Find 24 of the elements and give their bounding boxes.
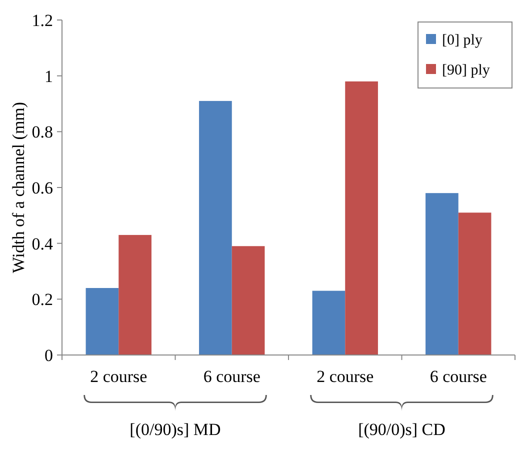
bar <box>312 290 346 355</box>
x-tick-label: 2 course <box>90 367 148 386</box>
bar <box>426 193 458 355</box>
bar <box>232 246 265 355</box>
bar <box>458 212 492 355</box>
text: [(0/90)s] MD <box>130 420 221 439</box>
bar <box>86 288 119 355</box>
y-tick-label: 1.2 <box>32 10 53 30</box>
y-tick-label: 0.2 <box>32 290 53 310</box>
x-tick-label: 6 course <box>430 367 487 386</box>
bar <box>118 234 152 355</box>
y-tick-label: 0.6 <box>32 178 53 198</box>
text: [(90/0)s] CD <box>358 420 446 439</box>
y-tick-label: 0 <box>44 346 53 365</box>
y-axis-title: Width of a channel (mm) <box>9 102 28 274</box>
x-tick-label: 2 course <box>316 367 374 386</box>
bar <box>199 100 232 355</box>
y-tick-label: 0.8 <box>32 122 53 142</box>
y-tick-label: 1 <box>44 66 53 86</box>
legend-label: [90] ply <box>442 62 490 78</box>
bar <box>345 81 378 355</box>
legend-label: [0] ply <box>442 32 483 48</box>
x-tick-label: 6 course <box>203 367 260 386</box>
y-tick-label: 0.4 <box>32 234 54 254</box>
